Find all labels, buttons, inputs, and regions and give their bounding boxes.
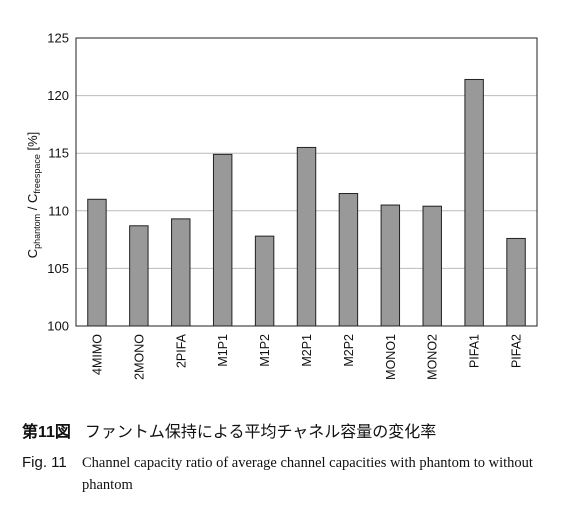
y-tick-label: 100 bbox=[47, 319, 69, 334]
x-tick-labels: 4MIMO 2MONO 2PIFA M1P1 M1P2 M2P1 M2P2 MONO1 MONO… bbox=[90, 333, 523, 380]
y-axis-label: Cphantom / Cfreespace [%] bbox=[25, 132, 42, 259]
plot-frame bbox=[75, 37, 538, 327]
y-tick-label: 115 bbox=[48, 146, 69, 161]
bars bbox=[87, 78, 526, 327]
x-tick-label: MONO1 bbox=[384, 334, 398, 380]
x-tick-label: MONO2 bbox=[426, 334, 440, 380]
x-tick-label: M2P1 bbox=[300, 334, 314, 367]
x-tick-label: PIFA2 bbox=[510, 334, 524, 368]
x-tick-label: 4MIMO bbox=[90, 334, 104, 375]
y-tick-labels: 100 105 110 115 120 125 bbox=[47, 31, 69, 334]
y-tick-label: 110 bbox=[48, 203, 69, 218]
y-tick-label: 120 bbox=[47, 88, 69, 103]
x-tick-label: M2P2 bbox=[342, 334, 356, 367]
caption-jp-text: ファントム保持による平均チャネル容量の変化率 bbox=[84, 424, 437, 441]
x-tick-label: 2PIFA bbox=[174, 333, 188, 368]
bar-2pifa bbox=[171, 218, 191, 327]
chart-svg: 100 105 110 115 120 125 4MIMO 2MONO 2PIFA M1P1 M1… bbox=[25, 31, 538, 380]
caption-english: Fig. 11 Channel capacity ratio of averag… bbox=[22, 452, 562, 496]
y-tick-label: 125 bbox=[47, 31, 69, 46]
x-tick-label: M1P2 bbox=[258, 334, 272, 367]
caption-en-text: Channel capacity ratio of average channe… bbox=[82, 455, 533, 493]
bar-mono2 bbox=[422, 205, 442, 327]
bar-m2p2 bbox=[338, 193, 359, 327]
x-tick-label: 2MONO bbox=[132, 334, 146, 380]
bar-2mono bbox=[129, 225, 149, 327]
x-tick-label: M1P1 bbox=[216, 334, 230, 367]
bar-pifa1 bbox=[464, 78, 484, 327]
bar-m2p1 bbox=[296, 146, 317, 327]
bar-chart-figure: 100 105 110 115 120 125 4MIMO 2MONO 2PIFA M1P1 M1… bbox=[25, 31, 538, 380]
bar-m1p1 bbox=[212, 153, 233, 327]
bar-m1p2 bbox=[254, 235, 275, 327]
caption-jp-number: 第11図 bbox=[22, 424, 71, 441]
bar-pifa2 bbox=[506, 237, 526, 327]
bar-mono1 bbox=[380, 204, 401, 327]
bar-4mimo bbox=[87, 198, 107, 327]
y-tick-label: 105 bbox=[47, 261, 69, 276]
caption-japanese: 第11図 ファントム保持による平均チャネル容量の変化率 bbox=[22, 418, 436, 442]
x-tick-label: PIFA1 bbox=[468, 334, 482, 368]
caption-en-number: Fig. 11 bbox=[22, 454, 67, 471]
